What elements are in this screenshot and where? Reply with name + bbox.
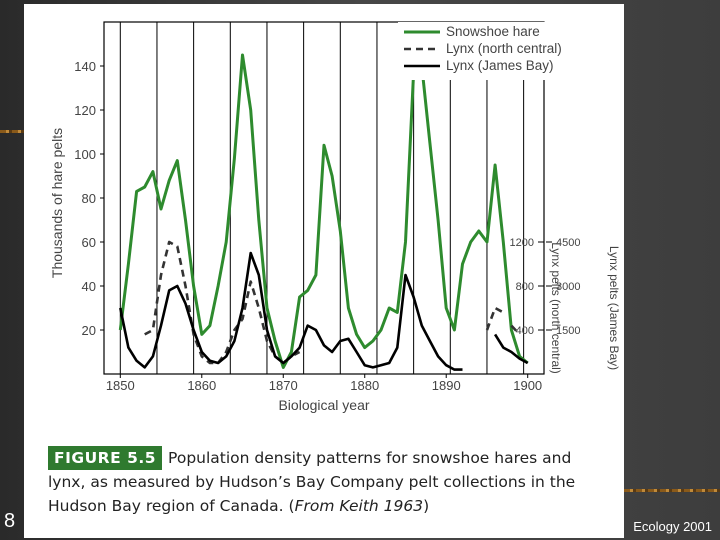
x-axis-ticks: 1850 1860 1870 1880 1890 1900 xyxy=(106,374,542,393)
vertical-gridlines xyxy=(119,22,525,374)
slide-number: 8 xyxy=(4,510,16,532)
y-axis-ticks: 20 40 60 80 100 120 140 xyxy=(74,59,104,338)
right1-tick-label: 400 xyxy=(516,325,534,337)
right-axis-label-north-central: Lynx pelts (north central) xyxy=(549,242,563,374)
chart-legend: Snowshoe hare Lynx (north central) Lynx … xyxy=(398,22,588,80)
x-tick-label: 1880 xyxy=(350,378,379,393)
y-tick-label: 120 xyxy=(74,103,96,118)
caption-source: From Keith 1963 xyxy=(294,497,424,515)
right1-tick-label: 800 xyxy=(516,281,534,293)
y-tick-label: 140 xyxy=(74,59,96,74)
series-line-2 xyxy=(119,251,529,371)
x-tick-label: 1850 xyxy=(106,378,135,393)
x-axis-label: Biological year xyxy=(278,397,369,413)
y-tick-label: 20 xyxy=(82,323,96,338)
right-axis-label-james-bay: Lynx pelts (James Bay) xyxy=(607,246,621,370)
y-tick-label: 100 xyxy=(74,147,96,162)
footer-text: Ecology 2001 xyxy=(633,519,712,534)
x-tick-label: 1860 xyxy=(187,378,216,393)
y-tick-label: 40 xyxy=(82,279,96,294)
legend-label-lynx-north-central: Lynx (north central) xyxy=(446,41,562,56)
legend-label-lynx-james-bay: Lynx (James Bay) xyxy=(446,58,554,73)
right1-tick-label: 1200 xyxy=(510,237,534,249)
x-tick-label: 1900 xyxy=(513,378,542,393)
figure-caption: FIGURE 5.5 Population density patterns fo… xyxy=(48,446,608,518)
series-layer xyxy=(118,53,529,371)
decorative-line-right xyxy=(624,489,720,492)
decorative-line-left xyxy=(0,130,24,133)
y-tick-label: 60 xyxy=(82,235,96,250)
legend-label-hare: Snowshoe hare xyxy=(446,24,540,39)
right-axis-north-central-ticks: 400 800 1200 xyxy=(510,237,544,337)
caption-close: ) xyxy=(423,497,430,515)
right2-tick-label: 4500 xyxy=(556,237,580,249)
series-line-0 xyxy=(118,53,529,369)
figure-label: FIGURE 5.5 xyxy=(48,446,163,470)
y-axis-label: Thousands of hare pelts xyxy=(49,128,65,278)
right-axis-james-bay-ticks: 1500 3000 4500 xyxy=(546,237,580,337)
x-tick-label: 1890 xyxy=(432,378,461,393)
right2-tick-label: 3000 xyxy=(556,281,580,293)
series-line-1 xyxy=(144,240,521,365)
population-chart: 1850 1860 1870 1880 1890 1900 20 40 60 80 100 120 1… xyxy=(49,21,621,413)
caption-text: Population density patterns for snowshoe… xyxy=(48,449,576,515)
y-tick-label: 80 xyxy=(82,191,96,206)
right2-tick-label: 1500 xyxy=(556,325,580,337)
x-tick-label: 1870 xyxy=(269,378,298,393)
